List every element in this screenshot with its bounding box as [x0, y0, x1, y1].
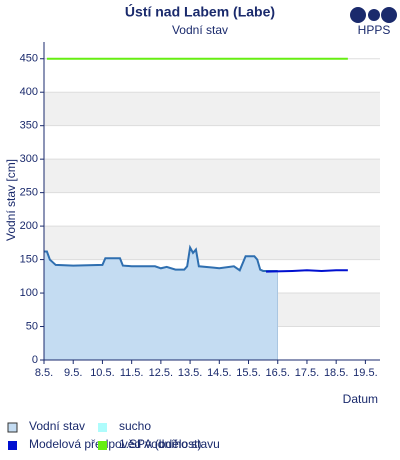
- x-tick-label: 9.5.: [64, 367, 82, 379]
- x-tick-label: 14.5.: [207, 367, 231, 379]
- logo-dot: [350, 7, 366, 23]
- y-tick-label: 0: [32, 354, 38, 366]
- chart-subtitle: Vodní stav: [172, 23, 228, 37]
- series-line: [266, 269, 348, 273]
- logo: HPPS: [350, 7, 397, 37]
- logo-dot: [368, 9, 380, 21]
- y-tick-label: 300: [20, 153, 38, 165]
- x-tick-label: 15.5.: [236, 367, 260, 379]
- grid-band: [44, 92, 380, 126]
- legend-label: 1.SPA (bdělost): [119, 437, 202, 451]
- y-tick-label: 150: [20, 253, 38, 265]
- x-tick-label: 10.5.: [90, 367, 114, 379]
- x-tick-label: 18.5.: [324, 367, 348, 379]
- x-tick-label: 17.5.: [295, 367, 319, 379]
- x-tick-label: 8.5.: [35, 367, 53, 379]
- x-tick-label: 12.5.: [149, 367, 173, 379]
- x-tick-label: 11.5.: [120, 367, 144, 379]
- y-tick-label: 200: [20, 220, 38, 232]
- y-tick-label: 250: [20, 187, 38, 199]
- series-line: [44, 244, 278, 272]
- x-tick-label: 19.5.: [353, 367, 377, 379]
- legend-swatch: [8, 441, 17, 450]
- x-axis-label: Datum: [343, 392, 378, 406]
- grid-band: [44, 226, 380, 260]
- legend-swatch: [98, 423, 107, 432]
- legend-swatch: [98, 441, 107, 450]
- y-tick-label: 350: [20, 120, 38, 132]
- y-tick-label: 50: [26, 320, 38, 332]
- legend-label: Vodní stav: [29, 419, 85, 433]
- x-tick-label: 13.5.: [178, 367, 202, 379]
- y-tick-label: 450: [20, 53, 38, 65]
- legend-swatch: [7, 422, 18, 433]
- logo-dot: [381, 7, 397, 23]
- grid-band: [44, 159, 380, 193]
- x-tick-label: 16.5.: [266, 367, 290, 379]
- y-tick-label: 400: [20, 86, 38, 98]
- y-axis-label: Vodní stav [cm]: [4, 159, 18, 241]
- logo-text: HPPS: [358, 23, 391, 37]
- legend-label: sucho: [119, 419, 151, 433]
- legend-label: Modelová předpověď vodního stavu: [29, 437, 220, 451]
- y-tick-label: 100: [20, 287, 38, 299]
- chart-title: Ústí nad Labem (Labe): [125, 3, 275, 20]
